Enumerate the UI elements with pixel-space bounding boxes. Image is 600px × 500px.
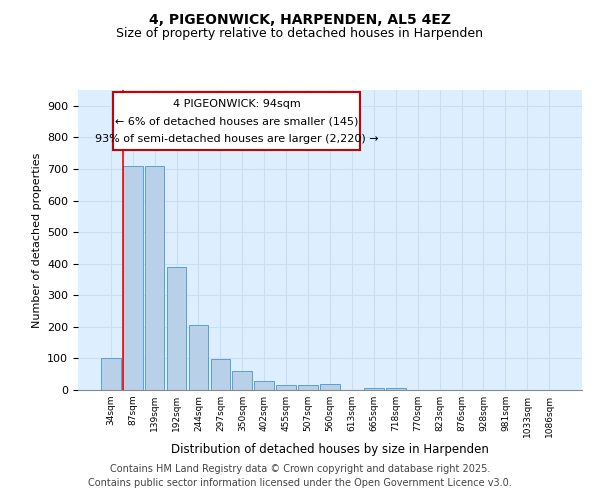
Text: 4 PIGEONWICK: 94sqm: 4 PIGEONWICK: 94sqm	[173, 100, 301, 110]
Bar	[298, 386, 318, 390]
Bar	[254, 380, 274, 390]
Text: 93% of semi-detached houses are larger (2,220) →: 93% of semi-detached houses are larger (…	[95, 134, 379, 144]
Text: Size of property relative to detached houses in Harpenden: Size of property relative to detached ho…	[116, 28, 484, 40]
Text: 4, PIGEONWICK, HARPENDEN, AL5 4EZ: 4, PIGEONWICK, HARPENDEN, AL5 4EZ	[149, 12, 451, 26]
Bar	[123, 166, 143, 390]
Bar	[101, 358, 121, 390]
Bar	[167, 267, 187, 390]
Text: Contains HM Land Registry data © Crown copyright and database right 2025.
Contai: Contains HM Land Registry data © Crown c…	[88, 464, 512, 487]
Y-axis label: Number of detached properties: Number of detached properties	[32, 152, 41, 328]
Text: ← 6% of detached houses are smaller (145): ← 6% of detached houses are smaller (145…	[115, 117, 358, 127]
Bar	[386, 388, 406, 390]
Bar	[276, 386, 296, 390]
Bar	[188, 324, 208, 390]
Bar	[211, 360, 230, 390]
Bar	[232, 371, 252, 390]
X-axis label: Distribution of detached houses by size in Harpenden: Distribution of detached houses by size …	[171, 442, 489, 456]
Bar	[145, 166, 164, 390]
Bar	[364, 388, 384, 390]
Bar	[113, 92, 360, 150]
Bar	[320, 384, 340, 390]
